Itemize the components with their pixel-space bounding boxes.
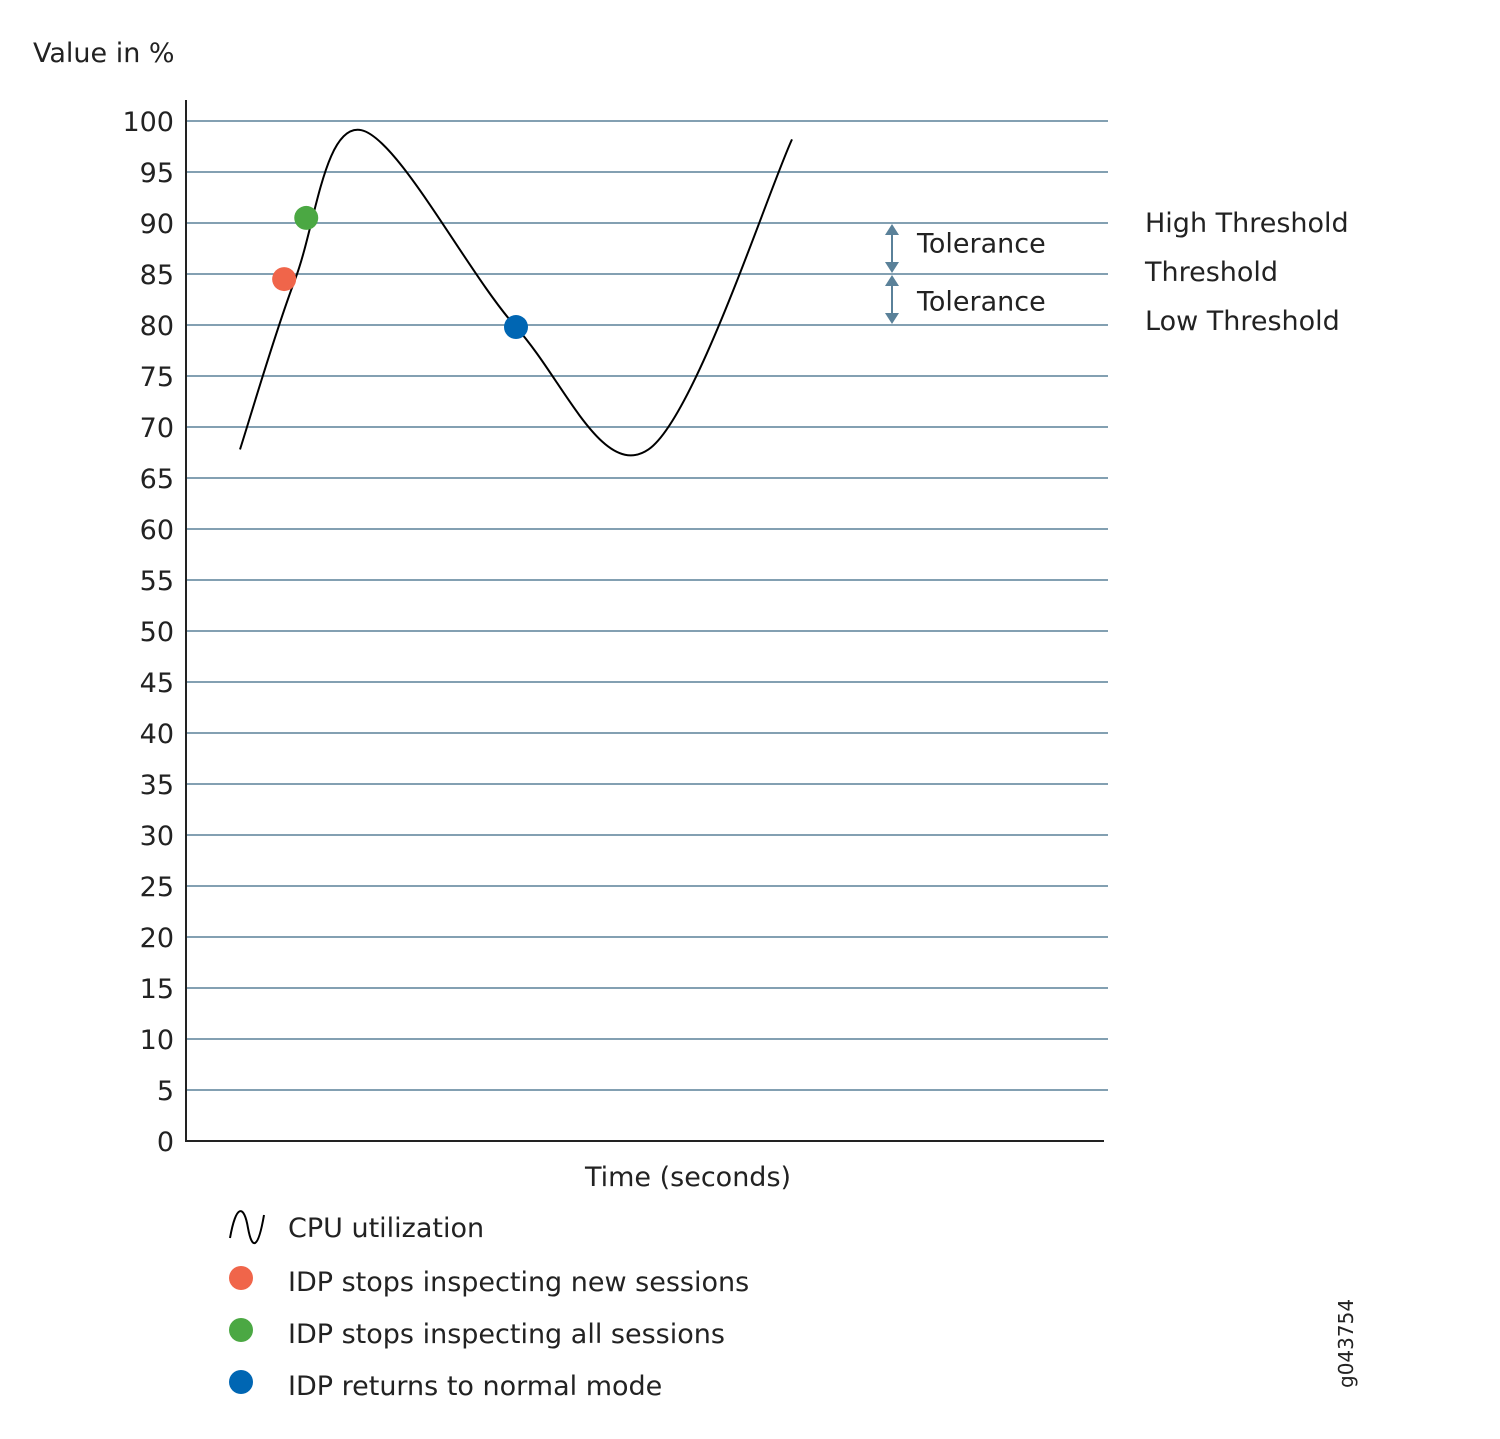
tolerance-label: Tolerance bbox=[916, 229, 1046, 260]
legend-label: IDP returns to normal mode bbox=[288, 1371, 662, 1402]
event-markers bbox=[272, 205, 528, 340]
y-tick-label: 25 bbox=[140, 872, 174, 903]
figure-id: g043754 bbox=[1334, 1299, 1358, 1388]
y-tick-label: 85 bbox=[140, 260, 174, 291]
threshold-labels: High Threshold Threshold Low Threshold bbox=[1144, 208, 1349, 337]
legend-label: IDP stops inspecting new sessions bbox=[288, 1267, 749, 1298]
tolerance-annotations: Tolerance Tolerance bbox=[885, 224, 1046, 324]
y-tick-label: 100 bbox=[122, 107, 174, 138]
y-tick-label: 5 bbox=[157, 1076, 174, 1107]
y-tick-label: 55 bbox=[140, 566, 174, 597]
cpu-utilization-line bbox=[239, 129, 793, 457]
event-marker bbox=[294, 205, 319, 230]
event-marker bbox=[272, 267, 297, 292]
y-tick-label: 20 bbox=[140, 923, 174, 954]
threshold-label: Threshold bbox=[1144, 257, 1278, 288]
legend-label: CPU utilization bbox=[288, 1213, 484, 1244]
threshold-label: High Threshold bbox=[1145, 208, 1349, 239]
y-tick-label: 10 bbox=[140, 1025, 174, 1056]
y-tick-label: 80 bbox=[140, 311, 174, 342]
legend-label: IDP stops inspecting all sessions bbox=[288, 1319, 725, 1350]
y-tick-label: 0 bbox=[157, 1127, 174, 1158]
y-tick-labels: 0 5 10 15 20 25 30 35 40 45 50 55 60 65 70 75 80 85 90 95 10… bbox=[122, 107, 174, 1158]
legend-dot-icon bbox=[229, 1318, 253, 1342]
legend: CPU utilization IDP stops inspecting new … bbox=[229, 1210, 749, 1402]
tolerance-arrow-up-icon bbox=[885, 275, 899, 286]
legend-dot-icon bbox=[229, 1266, 253, 1290]
tolerance-arrow-up-icon bbox=[885, 224, 899, 235]
y-axis-title: Value in % bbox=[33, 38, 175, 69]
y-tick-label: 35 bbox=[140, 770, 174, 801]
y-tick-label: 60 bbox=[140, 515, 174, 546]
tolerance-label: Tolerance bbox=[916, 287, 1046, 318]
legend-dot-icon bbox=[229, 1370, 253, 1394]
x-axis-title: Time (seconds) bbox=[584, 1162, 791, 1193]
y-tick-label: 30 bbox=[140, 821, 174, 852]
y-tick-label: 95 bbox=[140, 158, 174, 189]
y-tick-label: 40 bbox=[140, 719, 174, 750]
y-tick-label: 75 bbox=[140, 362, 174, 393]
tolerance-arrow-down-icon bbox=[885, 262, 899, 273]
grid-lines bbox=[186, 120, 1108, 1091]
y-tick-label: 50 bbox=[140, 617, 174, 648]
tolerance-arrow-down-icon bbox=[885, 313, 899, 324]
y-tick-label: 45 bbox=[140, 668, 174, 699]
event-marker bbox=[504, 315, 528, 340]
threshold-label: Low Threshold bbox=[1145, 306, 1340, 337]
y-tick-label: 90 bbox=[140, 209, 174, 240]
y-tick-label: 65 bbox=[140, 464, 174, 495]
sine-wave-icon bbox=[229, 1210, 265, 1244]
y-tick-label: 70 bbox=[140, 413, 174, 444]
y-tick-label: 15 bbox=[140, 974, 174, 1005]
